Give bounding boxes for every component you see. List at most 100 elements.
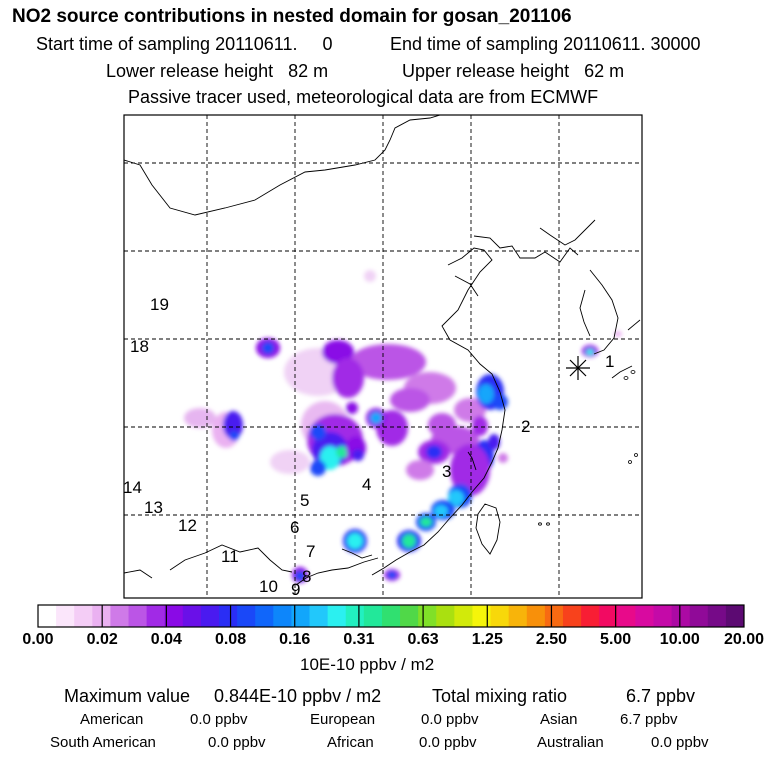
region-label: 10: [259, 577, 278, 596]
max-value: 0.844E-10 ppbv / m2: [214, 686, 382, 706]
colorbar-cell: [327, 605, 347, 627]
colorbar-cell: [219, 605, 238, 627]
colorbar-tick-label: 0.08: [214, 631, 247, 648]
region-label: 1: [605, 352, 614, 371]
colorbar-cell: [526, 605, 546, 627]
colorbar-cell: [363, 605, 383, 627]
colorbar-cell: [38, 605, 57, 627]
colorbar-cell: [599, 605, 618, 627]
colorbar-cell: [544, 605, 564, 627]
colorbar-tick-label: 1.25: [471, 631, 503, 648]
max-value-label: Maximum value: [64, 686, 191, 706]
region-name-australian: Australian: [537, 734, 604, 751]
colorbar-cell: [562, 605, 582, 627]
region-label: 18: [130, 337, 149, 356]
end-time-label: End time of sampling 20110611. 30000: [390, 34, 701, 54]
plume-cell: [454, 398, 486, 422]
colorbar-cell: [164, 605, 184, 627]
total-mixing-label: Total mixing ratio: [432, 686, 568, 706]
region-label: 9: [291, 580, 300, 599]
grid-lines: [124, 115, 642, 598]
region-name-south-american: South American: [50, 734, 156, 751]
plume-cell: [614, 331, 622, 337]
region-label: 3: [442, 462, 451, 481]
plume-cell: [428, 413, 456, 437]
region-label: 13: [144, 498, 163, 517]
region-label: 14: [123, 478, 142, 497]
colorbar-cell: [671, 605, 691, 627]
plume-cell: [347, 533, 363, 549]
plume-cell: [420, 517, 432, 527]
colorbar-tick-label: 20.00: [723, 631, 765, 648]
colorbar-cell: [454, 605, 473, 627]
plume-cell: [295, 571, 305, 581]
colorbar-tick-label: 0.02: [86, 631, 118, 648]
region-name-asian: Asian: [540, 711, 578, 728]
colorbar-cell: [418, 605, 437, 627]
region-value-american: 0.0 ppbv: [190, 711, 248, 728]
plume-cell: [448, 490, 464, 506]
plume-cell: [322, 340, 354, 364]
colorbar-cell: [146, 605, 166, 627]
region-label: 7: [306, 542, 315, 561]
plume-cell: [320, 446, 340, 470]
colorbar-cell: [56, 605, 75, 627]
region-label: 2: [521, 417, 530, 436]
receptor-marker-icon: [566, 356, 590, 380]
colorbar-tick-label: 5.00: [600, 631, 632, 648]
plume-cell: [262, 342, 274, 354]
region-label: 12: [178, 516, 197, 535]
region-label: 4: [362, 475, 371, 494]
region-label: 11: [221, 547, 239, 566]
plume-cell: [352, 449, 364, 461]
colorbar-cell: [508, 605, 528, 627]
plume-cell: [223, 411, 243, 439]
region-label: 8: [302, 567, 311, 586]
plume-cell: [364, 270, 376, 282]
colorbar-tick-label: 2.50: [535, 631, 568, 648]
colorbar-cell: [182, 605, 202, 627]
colorbar-cell: [581, 605, 600, 627]
total-mixing-value: 6.7 ppbv: [626, 686, 696, 706]
colorbar-cell: [309, 605, 329, 627]
plume-cell: [336, 446, 348, 458]
colorbar-tick-label: 10.00: [659, 631, 700, 648]
plume-cell: [370, 412, 382, 424]
colorbar-unit: 10E-10 ppbv / m2: [300, 655, 435, 674]
plume-cell: [229, 431, 239, 441]
colorbar-cell: [689, 605, 709, 627]
colorbar-cell: [273, 605, 292, 627]
plume-cell: [488, 434, 500, 450]
colorbar-cell: [617, 605, 636, 627]
region-value-australian: 0.0 ppbv: [651, 734, 709, 751]
colorbar-cell: [255, 605, 274, 627]
plume-cell: [426, 445, 442, 459]
tracer-note: Passive tracer used, meteorological data…: [128, 87, 599, 107]
lower-release-label: Lower release height 82 m: [106, 61, 329, 81]
colorbar-cell: [237, 605, 256, 627]
plume-cell: [270, 450, 310, 474]
colorbar-cell: [653, 605, 672, 627]
colorbar-tick-label: 0.16: [279, 631, 311, 648]
plume-cell: [350, 344, 426, 380]
colorbar-cell: [472, 605, 491, 627]
colorbar-cell: [490, 605, 510, 627]
colorbar-cell: [200, 605, 220, 627]
region-value-asian: 6.7 ppbv: [620, 711, 678, 728]
plume-cell: [310, 424, 326, 440]
colorbar-cell: [400, 605, 419, 627]
colorbar-cell: [74, 605, 93, 627]
upper-release-label: Upper release height 62 m: [402, 61, 625, 81]
plume-cell: [586, 349, 594, 355]
colorbar-cell: [291, 605, 310, 627]
plume-cell: [472, 416, 488, 436]
plume-cell: [346, 402, 358, 414]
coastlines: [124, 115, 641, 586]
plume-cell: [184, 408, 216, 428]
colorbar-cell: [635, 605, 654, 627]
colorbar-tick-label: 0.63: [407, 631, 439, 648]
colorbar-tick-label: 0.00: [22, 631, 54, 648]
plume-cell: [498, 453, 508, 463]
